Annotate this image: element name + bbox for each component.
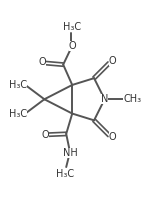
Text: NH: NH (63, 148, 78, 158)
Text: H₃C: H₃C (63, 22, 81, 32)
Text: CH₃: CH₃ (123, 94, 142, 104)
Text: H₃C: H₃C (56, 169, 74, 179)
Text: N: N (101, 94, 108, 104)
Text: O: O (38, 57, 46, 67)
Text: O: O (109, 56, 116, 66)
Text: H₃C: H₃C (9, 109, 27, 119)
Text: O: O (109, 132, 116, 142)
Text: O: O (69, 41, 76, 51)
Text: H₃C: H₃C (9, 80, 27, 90)
Text: O: O (42, 130, 49, 140)
